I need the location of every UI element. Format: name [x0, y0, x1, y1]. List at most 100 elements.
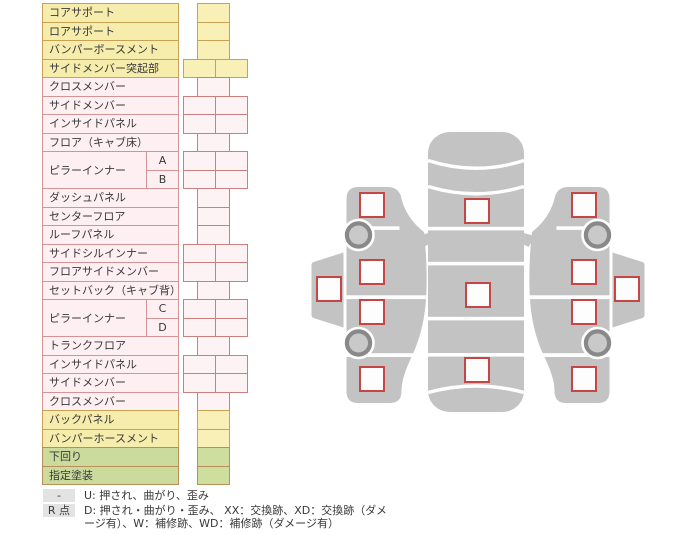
check-top-cowl[interactable] [464, 198, 490, 224]
damage-cells [183, 58, 248, 78]
part-label: コアサポート [42, 3, 179, 23]
damage-cell[interactable] [197, 206, 230, 226]
check-right-rocker-panel[interactable] [614, 276, 640, 302]
damage-cells [183, 40, 230, 60]
part-sublabel: C [146, 299, 179, 319]
damage-cell[interactable] [215, 151, 248, 171]
damage-cells [183, 151, 248, 189]
damage-cell[interactable] [183, 243, 216, 263]
part-label: センターフロア [42, 206, 179, 226]
part-label: ピラーインナー [42, 151, 147, 189]
part-row: ロアサポート [42, 21, 248, 41]
damage-cell[interactable] [215, 243, 248, 263]
check-top-roof[interactable] [465, 282, 491, 308]
part-label: バックパネル [42, 410, 179, 430]
damage-cell-row [183, 3, 230, 23]
part-row: バンパーボースメント [42, 40, 248, 60]
car-top-view [417, 132, 535, 412]
damage-cell[interactable] [197, 465, 230, 485]
damage-cell[interactable] [215, 354, 248, 374]
damage-cell[interactable] [215, 95, 248, 115]
damage-cells [183, 188, 230, 208]
check-left-rear-door[interactable] [359, 299, 385, 325]
damage-cells [183, 280, 230, 300]
part-row: ピラーインナー C D [42, 299, 248, 337]
damage-cell[interactable] [197, 391, 230, 411]
damage-cell[interactable] [197, 3, 230, 23]
part-label: バンパーホースメント [42, 428, 179, 448]
damage-cell[interactable] [197, 280, 230, 300]
part-row: バックパネル [42, 410, 248, 430]
damage-cell[interactable] [197, 428, 230, 448]
damage-cell[interactable] [215, 114, 248, 134]
check-top-rear-deck[interactable] [464, 357, 490, 383]
damage-cell-row [183, 169, 248, 189]
damage-cell[interactable] [215, 169, 248, 189]
damage-cells [183, 447, 230, 467]
car-left-side-view [311, 187, 427, 403]
damage-cell[interactable] [183, 317, 216, 337]
damage-cell[interactable] [183, 58, 216, 78]
damage-cell[interactable] [197, 132, 230, 152]
part-label: ピラーインナー [42, 299, 147, 337]
damage-cell-row [183, 95, 248, 115]
damage-cells [183, 373, 248, 393]
damage-cell[interactable] [183, 169, 216, 189]
damage-cells [183, 410, 230, 430]
damage-cell[interactable] [215, 262, 248, 282]
part-label: サイドメンバー [42, 95, 179, 115]
damage-cell[interactable] [183, 151, 216, 171]
part-label: インサイドパネル [42, 114, 179, 134]
damage-cell[interactable] [197, 410, 230, 430]
check-left-front-door[interactable] [359, 259, 385, 285]
left-mirror-icon [417, 233, 429, 247]
legend-text: D: 押され・曲がり・歪み、 XX：交換跡、XD：交換跡（ダメージ有）、W：補修… [84, 503, 387, 531]
part-label: 指定塗装 [42, 465, 179, 485]
damage-cell[interactable] [183, 299, 216, 319]
damage-cell-row [183, 280, 230, 300]
car-top-body [428, 132, 524, 412]
part-row: 指定塗装 [42, 465, 248, 485]
damage-cell[interactable] [197, 447, 230, 467]
damage-cell[interactable] [197, 188, 230, 208]
check-right-front-door[interactable] [571, 259, 597, 285]
damage-cell-row [183, 58, 248, 78]
damage-cell[interactable] [183, 114, 216, 134]
part-label: クロスメンバー [42, 77, 179, 97]
damage-cell-row [183, 391, 230, 411]
damage-cell[interactable] [197, 21, 230, 41]
panel-gap [428, 261, 524, 266]
damage-cells [183, 299, 248, 337]
part-row: フロア（キャブ床） [42, 132, 248, 152]
damage-cell[interactable] [215, 58, 248, 78]
damage-cell[interactable] [197, 77, 230, 97]
panel-gap [428, 226, 524, 231]
damage-cell[interactable] [215, 373, 248, 393]
check-right-front-fender[interactable] [571, 192, 597, 218]
damage-cell-row [183, 410, 230, 430]
damage-cell[interactable] [197, 40, 230, 60]
damage-cell[interactable] [197, 225, 230, 245]
damage-cell[interactable] [197, 336, 230, 356]
check-right-rear-fender[interactable] [571, 366, 597, 392]
damage-cells [183, 243, 248, 263]
damage-cell[interactable] [183, 354, 216, 374]
legend-row: - U: 押され、曲がり、歪み [43, 489, 392, 503]
damage-cell[interactable] [183, 95, 216, 115]
panel-gap [427, 158, 525, 170]
damage-cell[interactable] [183, 262, 216, 282]
damage-cell[interactable] [215, 317, 248, 337]
check-left-rocker-panel[interactable] [316, 276, 342, 302]
check-right-rear-door[interactable] [571, 299, 597, 325]
damage-cell-row [183, 21, 230, 41]
damage-cell[interactable] [183, 373, 216, 393]
check-left-front-fender[interactable] [359, 192, 385, 218]
damage-cell-row [183, 40, 230, 60]
part-label: フロアサイドメンバー [42, 262, 179, 282]
damage-cell[interactable] [215, 299, 248, 319]
damage-cells [183, 428, 230, 448]
panel-gap [428, 316, 524, 321]
check-left-rear-fender[interactable] [359, 366, 385, 392]
